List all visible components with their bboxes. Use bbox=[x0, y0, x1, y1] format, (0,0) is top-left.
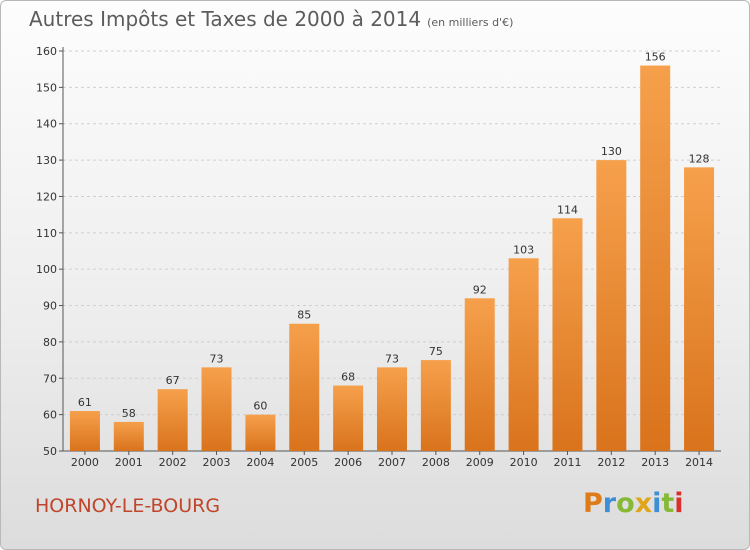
x-tick-label: 2002 bbox=[159, 456, 187, 469]
bar bbox=[508, 258, 539, 451]
y-tick-label: 60 bbox=[43, 409, 57, 422]
bar bbox=[420, 360, 451, 451]
data-label: 75 bbox=[429, 345, 443, 358]
y-tick-label: 70 bbox=[43, 372, 57, 385]
logo-letter: t bbox=[661, 488, 675, 519]
x-tick-label: 2011 bbox=[553, 456, 581, 469]
chart-title-text: Autres Impôts et Taxes de 2000 à 2014 bbox=[29, 7, 422, 31]
bar bbox=[333, 385, 364, 451]
chart-title: Autres Impôts et Taxes de 2000 à 2014 (en… bbox=[29, 7, 513, 31]
bar bbox=[377, 367, 407, 451]
bar bbox=[596, 160, 627, 451]
proxiti-logo[interactable]: Proxiti bbox=[583, 488, 684, 519]
y-tick-label: 150 bbox=[36, 81, 57, 94]
logo-letter: P bbox=[583, 488, 603, 519]
x-tick-label: 2003 bbox=[203, 456, 231, 469]
y-tick-label: 140 bbox=[36, 118, 57, 131]
data-label: 73 bbox=[385, 352, 399, 365]
y-tick-label: 120 bbox=[36, 190, 57, 203]
data-label: 67 bbox=[166, 374, 180, 387]
logo-letter: i bbox=[674, 488, 684, 519]
x-tick-label: 2006 bbox=[334, 456, 362, 469]
bar bbox=[464, 298, 495, 451]
logo-letter: r bbox=[602, 488, 617, 519]
logo-letter: x bbox=[634, 488, 653, 519]
bar bbox=[113, 421, 144, 451]
y-tick-label: 80 bbox=[43, 336, 57, 349]
bar bbox=[552, 218, 583, 451]
bar bbox=[684, 167, 715, 451]
logo-letter: i bbox=[652, 488, 662, 519]
data-label: 114 bbox=[557, 203, 578, 216]
data-label: 103 bbox=[513, 243, 534, 256]
data-label: 58 bbox=[122, 407, 136, 420]
y-tick-label: 100 bbox=[36, 263, 57, 276]
labels: 50 60 70 80 90 100 110 120 130 140 150 160 61 2000 58 2… bbox=[36, 45, 713, 469]
place-name: HORNOY-LE-BOURG bbox=[35, 495, 221, 517]
x-tick-label: 2010 bbox=[510, 456, 538, 469]
x-tick-label: 2009 bbox=[466, 456, 494, 469]
x-tick-label: 2007 bbox=[378, 456, 406, 469]
x-tick-label: 2014 bbox=[685, 456, 713, 469]
data-label: 156 bbox=[645, 51, 666, 64]
bars bbox=[69, 65, 715, 451]
y-tick-label: 110 bbox=[36, 227, 57, 240]
bar bbox=[289, 323, 320, 451]
data-label: 130 bbox=[601, 145, 622, 158]
y-tick-label: 160 bbox=[36, 45, 57, 58]
chart-subtitle: (en milliers d'€) bbox=[427, 16, 514, 29]
bar bbox=[69, 411, 100, 451]
data-label: 73 bbox=[210, 352, 224, 365]
data-label: 68 bbox=[341, 371, 355, 384]
y-tick-label: 130 bbox=[36, 154, 57, 167]
x-tick-label: 2013 bbox=[641, 456, 669, 469]
data-label: 61 bbox=[78, 396, 92, 409]
y-tick-label: 90 bbox=[43, 300, 57, 313]
logo-letter: o bbox=[616, 488, 635, 519]
x-tick-label: 2005 bbox=[290, 456, 318, 469]
x-tick-label: 2001 bbox=[115, 456, 143, 469]
x-tick-label: 2008 bbox=[422, 456, 450, 469]
data-label: 92 bbox=[473, 283, 487, 296]
bar bbox=[157, 389, 188, 451]
x-tick-label: 2012 bbox=[597, 456, 625, 469]
bar bbox=[640, 65, 671, 451]
data-label: 85 bbox=[297, 309, 311, 322]
data-label: 60 bbox=[253, 400, 267, 413]
bar bbox=[245, 414, 276, 451]
bar bbox=[201, 367, 232, 451]
x-tick-label: 2004 bbox=[246, 456, 274, 469]
x-tick-label: 2000 bbox=[71, 456, 99, 469]
data-label: 128 bbox=[689, 152, 710, 165]
y-tick-label: 50 bbox=[43, 445, 57, 458]
